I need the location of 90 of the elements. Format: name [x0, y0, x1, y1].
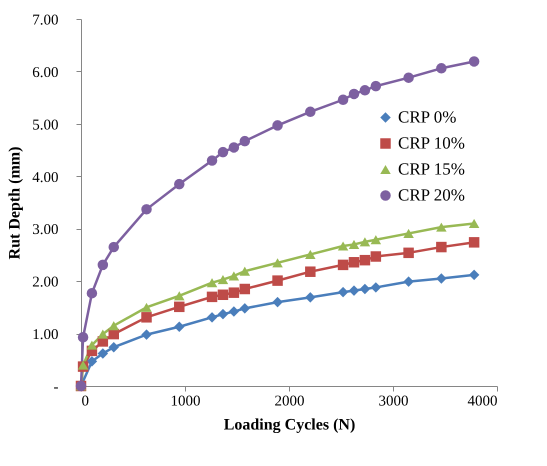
legend-label: CRP 0%	[398, 108, 456, 126]
point	[436, 242, 447, 252]
y-tick-label: 6.00	[32, 64, 58, 81]
point	[360, 254, 370, 266]
point	[141, 312, 152, 323]
point	[403, 276, 414, 287]
point	[98, 348, 108, 359]
y-axis-title: Rut Depth (mm)	[6, 146, 24, 260]
point	[348, 240, 360, 249]
point	[360, 237, 370, 246]
point	[272, 258, 283, 268]
legend-label: CRP 10%	[398, 134, 465, 152]
point	[436, 63, 447, 74]
point	[174, 291, 185, 300]
point	[86, 340, 98, 350]
point	[338, 241, 348, 251]
point	[305, 266, 316, 277]
point	[86, 356, 98, 367]
x-tick-label: 4000	[468, 394, 498, 410]
point	[174, 322, 185, 332]
legend-label: CRP 15%	[398, 160, 465, 178]
point	[108, 321, 120, 330]
point	[468, 218, 480, 228]
point	[360, 85, 370, 96]
point	[370, 235, 382, 244]
point	[174, 302, 185, 312]
point	[348, 257, 360, 268]
point	[436, 222, 447, 232]
point	[206, 155, 218, 166]
x-axis-title: Loading Cycles (N)	[224, 416, 356, 434]
point	[370, 80, 382, 92]
x-tick-label: 1000	[170, 394, 200, 410]
point	[218, 290, 228, 300]
point	[436, 273, 447, 284]
x-tick-label: 0	[82, 394, 89, 410]
point	[370, 251, 382, 262]
point	[348, 285, 360, 296]
point	[206, 312, 218, 323]
point	[240, 266, 250, 276]
point	[174, 178, 185, 190]
point	[86, 288, 98, 298]
point	[108, 342, 120, 352]
y-tick-label: 7.00	[32, 12, 58, 28]
point	[141, 204, 152, 215]
y-tick-label: -	[54, 380, 58, 396]
point	[272, 120, 283, 131]
point	[108, 242, 120, 252]
point	[305, 292, 316, 303]
y-tick-label: 5.00	[32, 117, 58, 134]
point	[240, 136, 250, 146]
point	[348, 88, 360, 100]
point	[403, 72, 414, 83]
y-tick-label: 2.00	[32, 274, 58, 291]
point	[228, 142, 240, 153]
point	[360, 284, 370, 294]
point	[141, 302, 152, 312]
point	[228, 306, 240, 317]
point	[338, 286, 348, 298]
point	[468, 237, 480, 248]
x-tick-label: 2000	[274, 394, 304, 410]
legend-label: CRP 20%	[398, 186, 465, 204]
point	[141, 329, 152, 340]
point	[218, 308, 228, 320]
point	[403, 228, 414, 238]
point	[206, 278, 218, 288]
point	[272, 275, 283, 286]
point	[98, 260, 108, 270]
point	[228, 271, 240, 280]
point	[206, 292, 218, 302]
point	[338, 260, 348, 270]
point	[228, 287, 240, 298]
point	[240, 303, 250, 314]
point	[305, 106, 316, 118]
point	[305, 250, 316, 259]
point	[468, 270, 480, 280]
point	[403, 248, 414, 258]
y-tick-label: 1.00	[32, 327, 58, 344]
point	[240, 284, 250, 294]
point	[468, 56, 480, 67]
point	[338, 94, 348, 105]
point	[272, 296, 283, 308]
point	[108, 328, 120, 340]
x-tick-label: 3000	[378, 394, 408, 410]
point	[78, 332, 88, 342]
point	[218, 146, 228, 158]
point	[370, 282, 382, 293]
point	[218, 275, 228, 284]
point	[98, 330, 108, 339]
y-tick-label: 4.00	[32, 170, 58, 186]
y-tick-label: 3.00	[32, 222, 58, 238]
